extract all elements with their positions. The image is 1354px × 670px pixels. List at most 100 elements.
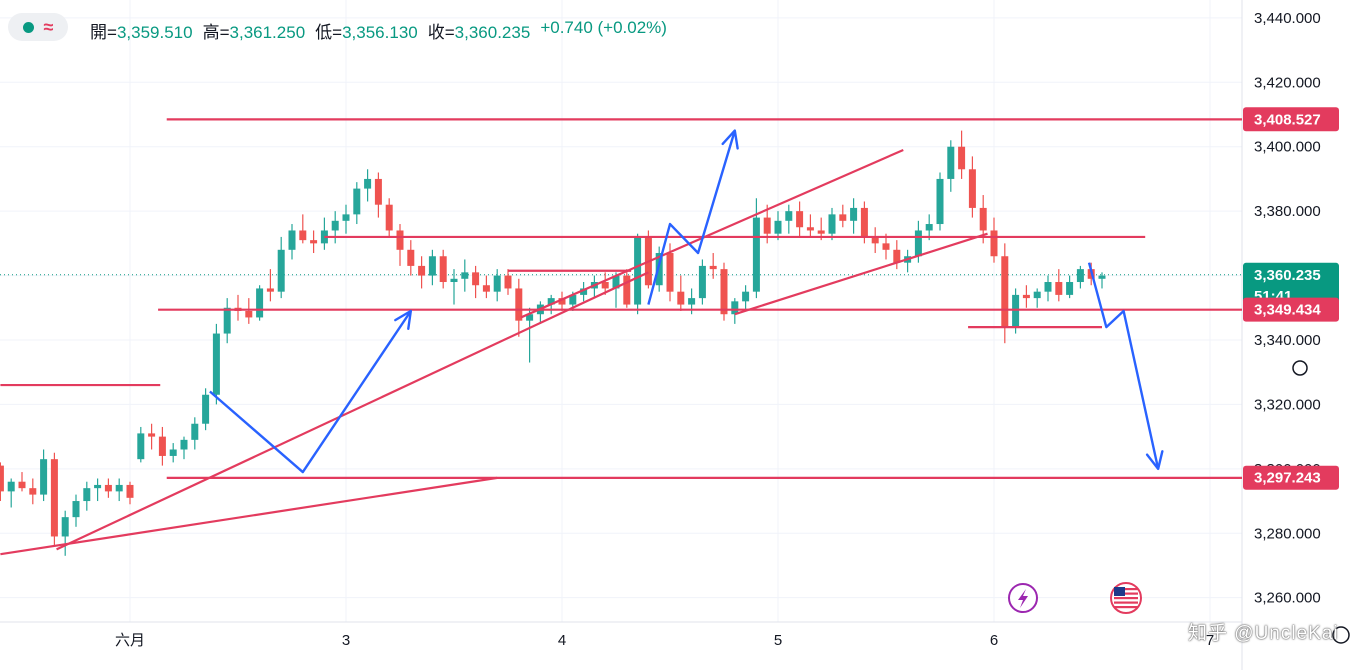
candle-body[interactable] <box>677 291 685 305</box>
trend-line[interactable] <box>56 271 649 551</box>
settings-gear-icon[interactable] <box>1332 626 1350 644</box>
candle-body[interactable] <box>763 217 771 234</box>
trend-line[interactable] <box>520 148 904 319</box>
candle-body[interactable] <box>169 449 177 456</box>
candle-body[interactable] <box>1001 256 1009 328</box>
candle-body[interactable] <box>277 249 285 292</box>
candle-body[interactable] <box>1055 282 1063 295</box>
candle-body[interactable] <box>299 230 307 241</box>
candle-body[interactable] <box>914 230 922 257</box>
candle-body[interactable] <box>1098 275 1106 279</box>
candle-body[interactable] <box>698 265 706 299</box>
candle-body[interactable] <box>148 433 156 437</box>
settings-gear-icon[interactable] <box>1292 360 1308 376</box>
forecast-arrow-path[interactable] <box>209 310 412 474</box>
candle-body[interactable] <box>936 178 944 225</box>
candle-body[interactable] <box>925 224 933 231</box>
candle-body[interactable] <box>428 256 436 276</box>
candle-body[interactable] <box>1066 282 1074 295</box>
candle-body[interactable] <box>817 230 825 234</box>
price-tag[interactable] <box>1243 465 1339 490</box>
candle-body[interactable] <box>893 249 901 263</box>
candle-body[interactable] <box>796 211 804 228</box>
candle-body[interactable] <box>212 333 220 395</box>
candle-body[interactable] <box>504 275 512 289</box>
candle-body[interactable] <box>266 288 274 292</box>
candle-body[interactable] <box>385 204 393 231</box>
price-tag[interactable] <box>1243 262 1339 307</box>
candle-body[interactable] <box>396 230 404 250</box>
candle-body[interactable] <box>850 207 858 221</box>
candle-body[interactable] <box>688 298 696 305</box>
candle-body[interactable] <box>418 265 426 276</box>
candle-body[interactable] <box>1012 294 1020 328</box>
candle-body[interactable] <box>137 433 145 460</box>
candle-body[interactable] <box>958 146 966 170</box>
candle-body[interactable] <box>1033 291 1041 299</box>
candle-body[interactable] <box>40 459 48 495</box>
candle-body[interactable] <box>83 488 91 502</box>
candle-body[interactable] <box>94 484 102 489</box>
candle-body[interactable] <box>18 481 26 489</box>
candle-body[interactable] <box>666 253 674 292</box>
candle-body[interactable] <box>785 211 793 221</box>
candle-body[interactable] <box>569 294 577 305</box>
candle-body[interactable] <box>806 227 814 231</box>
candle-body[interactable] <box>472 272 480 286</box>
candle-body[interactable] <box>547 298 555 305</box>
candle-body[interactable] <box>709 265 717 270</box>
candle-body[interactable] <box>180 439 188 450</box>
candle-body[interactable] <box>482 285 490 292</box>
candle-body[interactable] <box>871 236 879 244</box>
candle-body[interactable] <box>158 436 166 456</box>
candle-body[interactable] <box>860 207 868 237</box>
candle-body[interactable] <box>655 253 663 286</box>
candle-body[interactable] <box>623 275 631 305</box>
forecast-arrow-path[interactable] <box>1087 262 1160 470</box>
candle-body[interactable] <box>310 240 318 244</box>
candle-body[interactable] <box>580 288 588 295</box>
candle-body[interactable] <box>374 178 382 205</box>
candle-body[interactable] <box>50 459 58 537</box>
candle-body[interactable] <box>828 214 836 234</box>
candle-body[interactable] <box>29 488 37 495</box>
candle-body[interactable] <box>331 220 339 231</box>
symbol-status-pill[interactable]: ≈ <box>8 13 68 41</box>
candle-body[interactable] <box>979 207 987 231</box>
candle-body[interactable] <box>104 484 112 492</box>
candle-body[interactable] <box>601 282 609 289</box>
candle-body[interactable] <box>223 307 231 334</box>
candle-body[interactable] <box>407 249 415 266</box>
candle-body[interactable] <box>526 314 534 321</box>
candle-body[interactable] <box>731 301 739 315</box>
candle-body[interactable] <box>634 236 642 305</box>
candle-body[interactable] <box>115 484 123 492</box>
price-tag[interactable] <box>1243 297 1339 322</box>
candle-body[interactable] <box>7 481 15 492</box>
candle-body[interactable] <box>61 517 69 537</box>
candle-body[interactable] <box>245 311 253 318</box>
candle-body[interactable] <box>72 501 80 518</box>
candle-body[interactable] <box>493 275 501 292</box>
candle-body[interactable] <box>515 288 523 321</box>
trend-line[interactable] <box>734 232 988 316</box>
candle-body[interactable] <box>202 394 210 424</box>
candle-body[interactable] <box>990 230 998 257</box>
candle-body[interactable] <box>191 423 199 440</box>
candle-body[interactable] <box>752 217 760 292</box>
candle-body[interactable] <box>720 269 728 315</box>
candle-body[interactable] <box>1022 294 1030 299</box>
candle-body[interactable] <box>882 243 890 250</box>
candle-body[interactable] <box>839 214 847 221</box>
candle-body[interactable] <box>353 188 361 215</box>
candle-body[interactable] <box>342 214 350 221</box>
candle-body[interactable] <box>968 169 976 208</box>
forecast-arrow-path[interactable] <box>647 130 736 305</box>
candle-body[interactable] <box>558 298 566 305</box>
candle-body[interactable] <box>288 230 296 250</box>
candle-body[interactable] <box>1076 269 1084 283</box>
candle-body[interactable] <box>947 146 955 179</box>
candle-body[interactable] <box>439 256 447 283</box>
candle-body[interactable] <box>612 275 620 289</box>
